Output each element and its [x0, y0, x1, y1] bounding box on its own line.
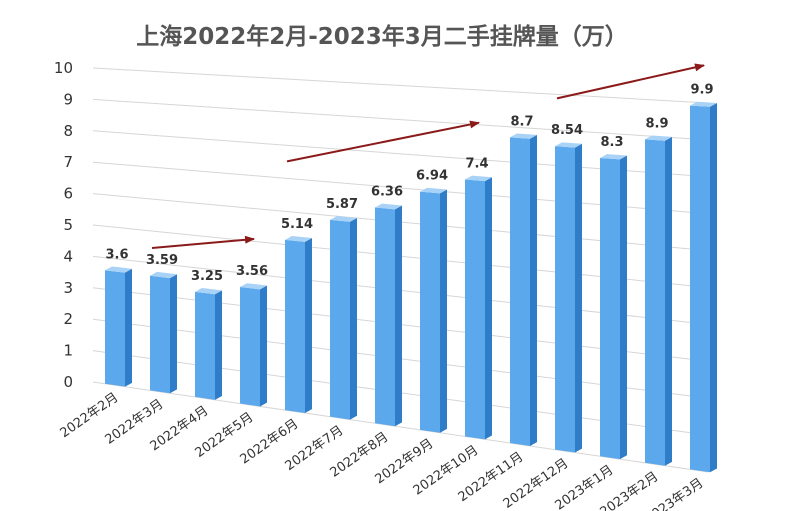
- bar: [510, 133, 537, 446]
- bar-front-face: [465, 179, 485, 440]
- bar-front-face: [150, 275, 170, 394]
- trend-arrow: [286, 120, 480, 163]
- bar-top-face: [600, 154, 627, 160]
- bar-top-face: [420, 187, 447, 194]
- data-label: 6.36: [371, 185, 403, 200]
- y-tick-label: 8: [63, 122, 73, 140]
- bar-side-face: [395, 205, 402, 427]
- bar-side-face: [485, 177, 492, 440]
- y-tick-label: 10: [54, 59, 73, 77]
- data-label: 6.94: [416, 169, 448, 184]
- grid-line: [92, 67, 709, 104]
- bar-side-face: [170, 274, 177, 394]
- bar-side-face: [710, 102, 717, 473]
- bar-top-face: [240, 283, 267, 290]
- y-tick-label: 9: [63, 90, 73, 108]
- bar: [645, 135, 672, 466]
- bar-front-face: [285, 239, 305, 414]
- y-tick-label: 1: [63, 342, 73, 360]
- bar: [600, 154, 627, 460]
- bar-side-face: [530, 134, 537, 446]
- data-label: 5.14: [281, 217, 313, 232]
- bar: [105, 266, 132, 387]
- bar-side-face: [665, 136, 672, 466]
- bar-side-face: [575, 143, 582, 453]
- bar-side-face: [440, 189, 447, 433]
- bar-top-face: [645, 135, 672, 141]
- data-label: 7.4: [465, 156, 488, 171]
- bar-front-face: [240, 287, 260, 407]
- bar: [150, 271, 177, 394]
- trend-arrows: [151, 63, 705, 250]
- chart-title: 上海2022年2月-2023年3月二手挂牌量（万）: [136, 23, 628, 50]
- bar-front-face: [645, 139, 665, 466]
- bar: [555, 142, 582, 453]
- bar-side-face: [305, 238, 312, 414]
- data-label: 9.9: [690, 83, 713, 98]
- data-label: 3.6: [105, 247, 128, 262]
- bar-front-face: [420, 191, 440, 433]
- bar-top-face: [465, 175, 492, 182]
- bar-front-face: [330, 219, 350, 420]
- bar-top-face: [690, 101, 717, 107]
- data-label: 3.25: [191, 269, 223, 284]
- bar-side-face: [620, 155, 627, 460]
- data-label: 3.56: [236, 264, 268, 279]
- bar-side-face: [125, 268, 132, 387]
- bar: [465, 175, 492, 440]
- bar-front-face: [690, 105, 710, 473]
- bar-front-face: [600, 157, 620, 460]
- y-tick-label: 5: [63, 216, 73, 234]
- y-tick-label: 7: [63, 153, 73, 171]
- bar: [285, 236, 312, 414]
- y-tick-label: 3: [63, 279, 73, 297]
- trend-arrow: [151, 235, 255, 250]
- data-label: 3.59: [146, 253, 178, 268]
- bar-top-face: [510, 133, 537, 139]
- data-label: 8.54: [551, 123, 583, 138]
- bar-front-face: [105, 270, 125, 387]
- bar: [195, 288, 222, 400]
- bar-top-face: [375, 203, 402, 210]
- bar-top-face: [150, 271, 177, 279]
- bar-front-face: [195, 291, 215, 400]
- bar: [330, 216, 357, 420]
- bar-front-face: [375, 207, 395, 427]
- bar-front-face: [510, 137, 530, 446]
- trend-arrow: [556, 63, 705, 100]
- data-label: 8.3: [600, 135, 623, 150]
- y-tick-label: 0: [63, 373, 73, 391]
- y-tick-label: 2: [63, 310, 73, 328]
- bar-top-face: [330, 216, 357, 222]
- data-label: 5.87: [326, 197, 358, 212]
- y-axis-ticks: 0 1 2 3 4 5 6 7 8 9 10: [54, 59, 73, 391]
- bar: [375, 203, 402, 427]
- grid-line: [92, 98, 709, 141]
- data-labels: 3.6 3.59 3.25 3.56 5.14 5.87 6.36 6.94 7.4 8.7 8.5…: [105, 83, 713, 284]
- bar-side-face: [350, 217, 357, 420]
- y-tick-label: 6: [63, 185, 73, 203]
- bar: [240, 283, 267, 407]
- bar-side-face: [215, 290, 222, 400]
- bar-top-face: [285, 236, 312, 242]
- bar-front-face: [555, 146, 575, 453]
- data-label: 8.9: [645, 116, 668, 131]
- bar-top-face: [105, 266, 132, 273]
- bar-top-face: [555, 142, 582, 148]
- bars: [105, 101, 717, 473]
- bar-top-face: [195, 288, 222, 295]
- bar: [420, 187, 447, 433]
- bar-side-face: [260, 285, 267, 407]
- bar: [690, 101, 717, 473]
- data-label: 8.7: [510, 114, 533, 129]
- y-tick-label: 4: [63, 247, 73, 265]
